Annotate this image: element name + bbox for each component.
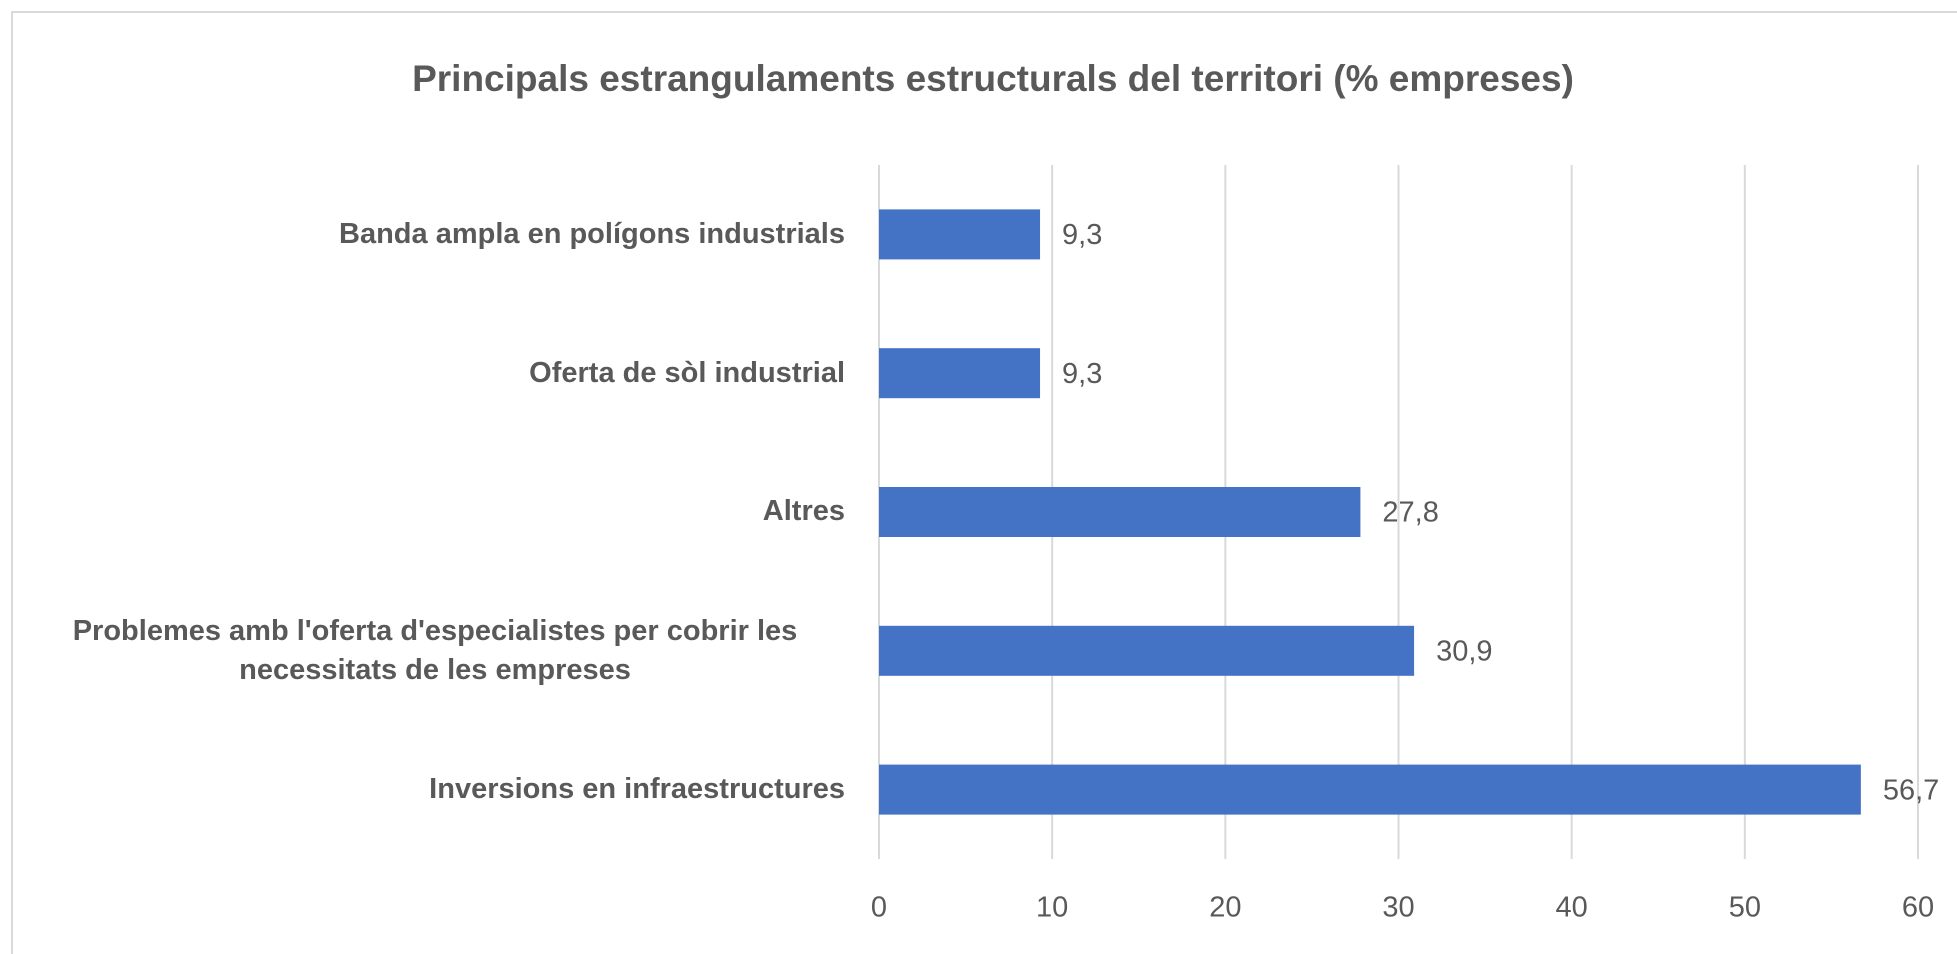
bar — [879, 764, 1861, 815]
y-tick-label: Banda ampla en polígons industrials — [339, 217, 845, 250]
chart-border — [11, 11, 1957, 954]
value-label: 9,3 — [1062, 358, 1102, 390]
x-tick-label: 50 — [1729, 892, 1761, 924]
value-label: 30,9 — [1436, 635, 1492, 667]
y-tick-label-box: Problemes amb l'oferta d'especialistes p… — [25, 591, 845, 711]
y-tick-label: Problemes amb l'oferta d'especialistes p… — [72, 614, 798, 686]
x-tick-label: 10 — [1036, 892, 1068, 924]
y-tick-label: Inversions en infraestructures — [429, 773, 845, 806]
value-label: 56,7 — [1883, 774, 1939, 806]
bar — [879, 209, 1041, 260]
y-tick-label-box: Altres — [25, 452, 845, 572]
chart-title: Principals estrangulaments estructurals … — [412, 58, 1574, 99]
y-tick-label-box: Oferta de sòl industrial — [25, 313, 845, 433]
value-label: 27,8 — [1382, 497, 1438, 529]
y-tick-label: Altres — [762, 495, 845, 528]
x-tick-label: 30 — [1382, 892, 1414, 924]
bar — [879, 487, 1361, 537]
bar — [879, 625, 1415, 676]
y-tick-label: Oferta de sòl industrial — [529, 356, 845, 389]
x-tick-label: 60 — [1902, 892, 1934, 924]
y-tick-label-box: Inversions en infraestructures — [25, 730, 845, 850]
y-tick-label-box: Banda ampla en polígons industrials — [25, 174, 845, 294]
x-tick-label: 0 — [871, 892, 887, 924]
value-label: 9,3 — [1062, 219, 1102, 251]
x-tick-label: 40 — [1556, 892, 1588, 924]
bar — [879, 348, 1041, 399]
x-tick-label: 20 — [1209, 892, 1241, 924]
